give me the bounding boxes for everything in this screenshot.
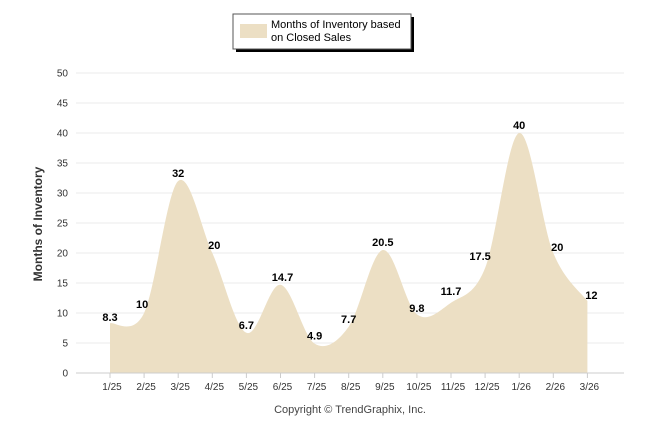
series-area-layer [110,132,588,373]
data-label: 17.5 [469,251,490,263]
y-tick-label: 10 [57,309,69,320]
y-tick-label: 0 [62,369,68,380]
data-label: 20 [551,242,563,254]
data-label: 32 [172,168,184,180]
axes: 0 5 10 15 20 25 30 35 40 45 50 1/25 2/25 3/25 4/25 5/25… [57,69,624,393]
series-area[interactable] [110,132,588,373]
y-tick-label: 15 [57,279,69,290]
x-tick-label: 12/25 [475,382,500,393]
data-label: 14.7 [272,272,293,284]
x-tick-label: 2/25 [136,382,156,393]
data-label: 8.3 [102,312,117,324]
x-tick-label: 11/25 [441,382,466,393]
y-tick-label: 25 [57,219,69,230]
y-axis-title: Months of Inventory [31,166,45,281]
x-tick-label: 3/25 [170,382,190,393]
x-tick-label: 4/25 [205,382,225,393]
data-label: 7.7 [341,314,356,326]
data-label: 6.7 [239,320,254,332]
x-tick-label: 10/25 [406,382,431,393]
x-tick-label: 9/25 [375,382,395,393]
data-label: 11.7 [441,286,462,298]
copyright-credit: Copyright © TrendGraphix, Inc. [274,404,426,416]
data-label: 40 [513,120,525,132]
y-tick-label: 30 [57,189,69,200]
legend-label-line-1: Months of Inventory based [271,19,401,31]
data-labels: 8.3 10 32 20 6.7 14.7 4.9 7.7 20.5 9.8 11.7 17.5 40 2… [102,120,597,343]
legend-label-line-2: on Closed Sales [271,32,352,44]
data-label: 20 [208,240,220,252]
x-tick-label: 5/25 [239,382,259,393]
data-label: 20.5 [372,237,393,249]
y-tick-label: 45 [57,99,69,110]
data-label: 9.8 [409,303,424,315]
data-label: 10 [136,299,148,311]
y-tick-label: 40 [57,129,69,140]
y-tick-label: 50 [57,69,69,80]
x-tick-label: 6/25 [273,382,293,393]
y-tick-label: 35 [57,159,69,170]
x-tick-label: 3/26 [580,382,600,393]
data-label: 12 [585,290,597,302]
x-tick-label: 2/26 [546,382,566,393]
x-tick-label: 8/25 [341,382,361,393]
y-tick-label: 20 [57,249,69,260]
y-tick-label: 5 [62,339,68,350]
legend-swatch [240,24,267,38]
x-tick-label: 1/26 [511,382,531,393]
data-label: 4.9 [307,331,322,343]
x-tick-label: 7/25 [307,382,327,393]
x-tick-label: 1/25 [102,382,122,393]
legend[interactable]: Months of Inventory based on Closed Sale… [232,13,414,52]
